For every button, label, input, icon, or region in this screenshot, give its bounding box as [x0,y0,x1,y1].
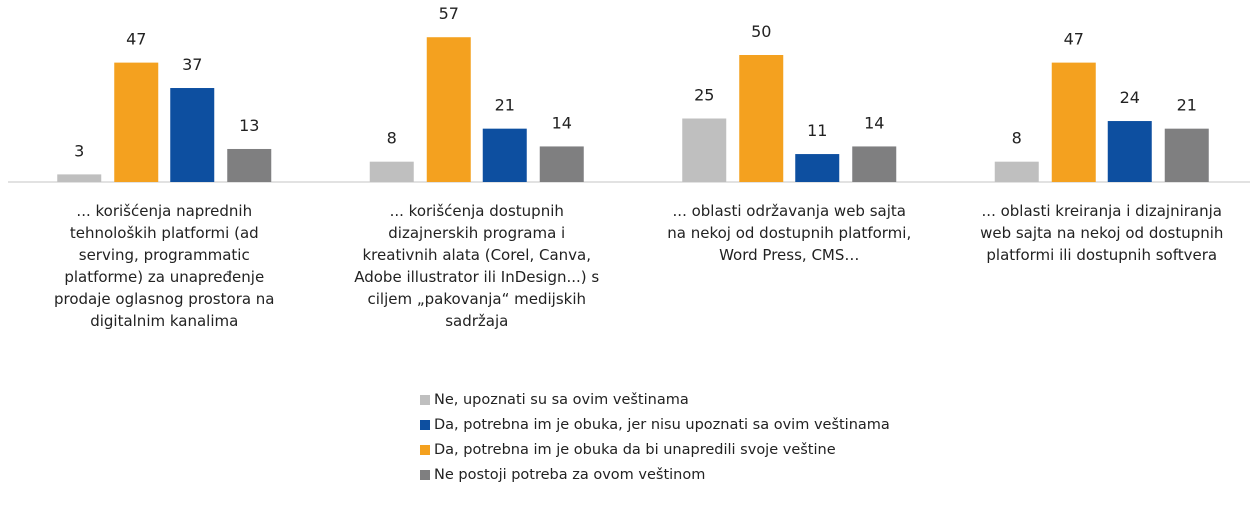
legend-label: Ne postoji potreba za ovom veštinom [434,467,706,483]
bar [795,154,840,182]
bar [57,174,102,182]
bar [994,161,1039,182]
value-label: 3 [74,141,84,160]
bar [227,148,272,182]
value-label: 11 [807,121,827,140]
value-label: 25 [694,86,714,105]
value-label: 24 [1120,88,1140,107]
legend-label: Da, potrebna im je obuka da bi unapredil… [434,442,836,458]
value-label: 8 [1012,129,1022,148]
bar [426,37,471,182]
value-label: 8 [387,129,397,148]
bar [1164,128,1209,182]
value-label: 37 [182,55,202,74]
category-label: ... korišćenja naprednih tehnoloških pla… [54,202,275,330]
bar [852,146,897,182]
value-label: 47 [126,30,146,49]
legend-swatch [420,420,430,430]
value-label: 14 [864,113,884,132]
category-label: ... korišćenja dostupnih dizajnerskih pr… [354,202,600,330]
value-label: 50 [751,22,771,41]
legend-item: Ne postoji potreba za ovom veštinom [420,465,705,485]
value-label: 47 [1064,30,1084,49]
bar [114,62,159,183]
bar [482,128,527,182]
category-label: ... oblasti kreiranja i dizajniranja web… [980,202,1224,264]
bar [1051,62,1096,183]
legend-swatch [420,395,430,405]
legend-swatch [420,470,430,480]
value-label: 21 [1177,96,1197,115]
legend-swatch [420,445,430,455]
legend-label: Ne, upoznati su sa ovim veštinama [434,392,689,408]
legend-item: Da, potrebna im je obuka, jer nisu upozn… [420,415,890,435]
bar [170,88,215,182]
category-label: ... oblasti održavanja web sajta na neko… [667,202,912,264]
bar [1107,121,1152,182]
bar [369,161,414,182]
bar [739,55,784,182]
value-label: 57 [439,4,459,23]
bar [682,118,727,182]
legend-item: Da, potrebna im je obuka da bi unapredil… [420,440,836,460]
value-label: 13 [239,116,259,135]
bar [539,146,584,182]
value-label: 21 [495,96,515,115]
legend-item: Ne, upoznati su sa ovim veštinama [420,390,689,410]
legend-label: Da, potrebna im je obuka, jer nisu upozn… [434,417,890,433]
value-label: 14 [552,113,572,132]
